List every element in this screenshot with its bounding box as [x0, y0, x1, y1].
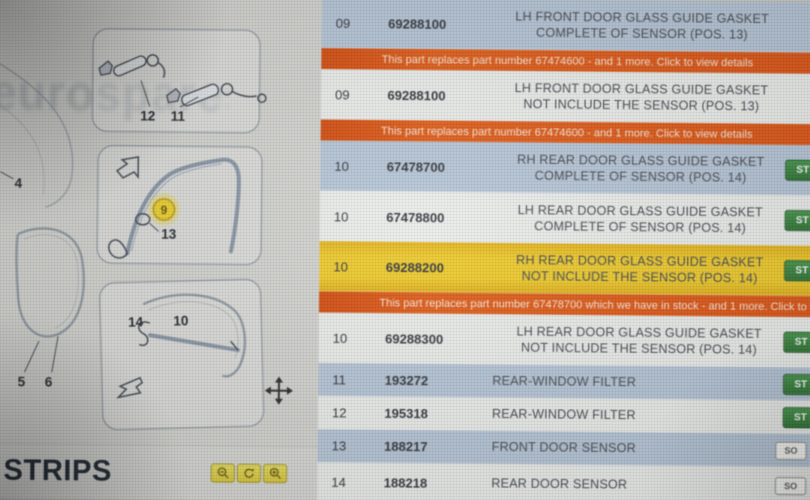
part-row[interactable]: 10 67478700 RH REAR DOOR GLASS GUIDE GAS… — [320, 140, 810, 196]
diagram-callout-6: 6 — [45, 374, 53, 389]
part-row[interactable]: 10 69288300 LH REAR DOOR GLASS GUIDE GAS… — [318, 312, 810, 368]
zoom-in-button[interactable] — [262, 463, 288, 484]
availability-button[interactable]: SO — [774, 476, 807, 496]
part-description: REAR DOOR SENSOR — [491, 475, 628, 492]
diagram-callout-12: 12 — [140, 109, 156, 124]
diagram-panel: eurospares 4 5 6 — [0, 0, 322, 500]
part-row[interactable]: 12 195318 REAR-WINDOW FILTER ST — [317, 396, 810, 434]
availability-button[interactable]: ST — [784, 260, 810, 282]
diagram-callout-5: 5 — [18, 374, 26, 389]
position-number: 12 — [331, 405, 347, 421]
reset-view-button[interactable] — [236, 463, 262, 484]
availability-button[interactable]: ST — [782, 406, 810, 429]
part-number: 67478800 — [386, 209, 445, 225]
part-number: 188217 — [383, 438, 428, 455]
position-number: 11 — [332, 372, 346, 388]
part-number: 69288200 — [385, 259, 444, 276]
part-description: LH REAR DOOR GLASS GUIDE GASKET COMPLETE… — [517, 202, 763, 236]
position-number: 10 — [332, 330, 348, 346]
part-number: 193272 — [384, 372, 429, 389]
zoom-toolbar — [210, 463, 288, 484]
position-number: 13 — [331, 438, 347, 454]
parts-table: 09 69288100 LH FRONT DOOR GLASS GUIDE GA… — [317, 0, 810, 500]
part-row[interactable]: 09 69288100 LH FRONT DOOR GLASS GUIDE GA… — [320, 69, 810, 125]
part-number: 188218 — [383, 474, 428, 491]
position-number: 14 — [331, 474, 346, 490]
part-description: FRONT DOOR SENSOR — [491, 440, 637, 456]
section-title: STRIPS — [3, 454, 113, 488]
part-number: 195318 — [384, 405, 429, 422]
part-description: REAR-WINDOW FILTER — [492, 373, 637, 390]
part-row[interactable]: 09 69288100 LH FRONT DOOR GLASS GUIDE GA… — [321, 0, 810, 53]
magnifier-minus-icon — [217, 467, 229, 479]
part-description: RH REAR DOOR GLASS GUIDE GASKET NOT INCL… — [516, 252, 764, 286]
availability-button[interactable]: ST — [783, 331, 810, 354]
panel-footer: STRIPS — [0, 443, 318, 500]
parts-diagram: 4 5 6 — [0, 28, 293, 431]
part-description: RH REAR DOOR GLASS GUIDE GASKET COMPLETE… — [517, 151, 765, 185]
zoom-out-button[interactable] — [210, 463, 235, 483]
part-row[interactable]: 13 188217 FRONT DOOR SENSOR SO — [317, 429, 810, 468]
position-number: 10 — [334, 158, 350, 174]
pan-move-icon[interactable] — [264, 376, 293, 405]
diagram-callout-13: 13 — [161, 227, 177, 242]
availability-button[interactable]: ST — [784, 209, 810, 232]
part-row[interactable]: 10 69288200 RH REAR DOOR GLASS GUIDE GAS… — [319, 241, 810, 297]
banner-text: This part replaces part number 67474600 … — [380, 124, 753, 141]
diagram-callout-9: 9 — [161, 203, 168, 217]
sensor-part-11 — [166, 82, 267, 107]
part-row[interactable]: 10 67478800 LH REAR DOOR GLASS GUIDE GAS… — [319, 190, 810, 246]
availability-button[interactable]: ST — [783, 373, 810, 395]
part-description: LH FRONT DOOR GLASS GUIDE GASKET COMPLET… — [515, 9, 769, 43]
diagram-callout-4: 4 — [14, 176, 22, 191]
magnifier-plus-icon — [269, 467, 281, 480]
availability-button[interactable]: ST — [785, 159, 810, 182]
banner-text: This part replaces part number 67474600 … — [381, 53, 754, 69]
diagram-callout-11: 11 — [171, 109, 186, 124]
position-number: 09 — [334, 86, 350, 103]
refresh-icon — [243, 468, 254, 478]
availability-button[interactable]: SO — [775, 441, 807, 460]
part-row[interactable]: 11 193272 REAR-WINDOW FILTER ST — [318, 362, 810, 401]
position-number: 10 — [333, 208, 349, 224]
banner-text: This part replaces part number 67478700 … — [379, 296, 810, 314]
diagram-callout-10: 10 — [173, 313, 188, 328]
sensor-detail-box — [91, 28, 261, 134]
highlighted-callout-9-marker[interactable] — [152, 197, 176, 222]
position-number: 09 — [335, 15, 351, 31]
part-number: 67478700 — [386, 158, 445, 175]
part-description: REAR-WINDOW FILTER — [491, 407, 636, 423]
part-description: LH REAR DOOR GLASS GUIDE GASKET NOT INCL… — [516, 324, 762, 358]
position-number: 10 — [333, 258, 349, 275]
part-number: 69288100 — [387, 15, 447, 32]
sensor-part-12 — [98, 54, 166, 78]
part-number: 69288100 — [387, 87, 446, 104]
part-row[interactable]: 14 188218 REAR DOOR SENSOR SO — [317, 462, 810, 500]
part-description: LH FRONT DOOR GLASS GUIDE GASKET NOT INC… — [514, 80, 769, 114]
diagram-callout-14: 14 — [128, 314, 144, 329]
part-number: 69288300 — [384, 330, 444, 347]
